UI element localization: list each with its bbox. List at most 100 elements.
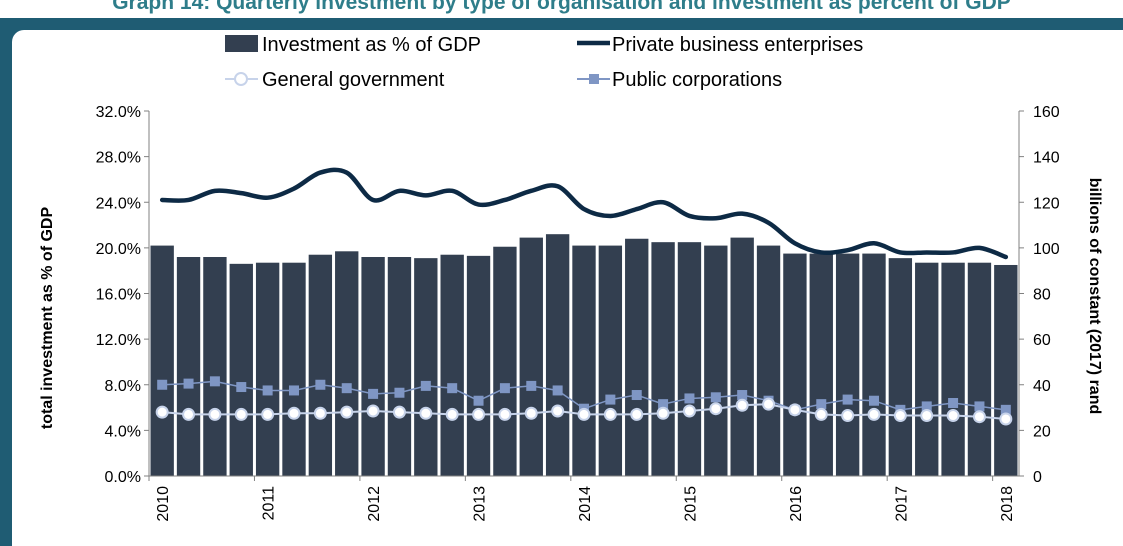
line-private-business (159, 167, 1009, 260)
marker-public-2016Q2 (816, 399, 827, 410)
marker-public-2014Q3 (631, 390, 642, 401)
marker-public-2017Q4 (974, 401, 985, 412)
x-tick-label: 2012 (366, 486, 383, 522)
x-tick-label: 2013 (472, 486, 489, 522)
marker-government-2011Q3 (313, 406, 327, 420)
marker-public-2011Q2 (289, 385, 299, 396)
bar-2012Q3 (414, 258, 438, 476)
y-right-tick-label: 20 (1033, 423, 1051, 440)
bar-2014Q4 (651, 242, 675, 476)
bar-2012Q4 (440, 254, 464, 476)
bar-2017Q1 (888, 258, 913, 476)
legend-swatch-government-marker (234, 72, 248, 86)
marker-public-2013Q1 (473, 395, 484, 406)
y-right-tick-label: 160 (1033, 104, 1060, 121)
bar-2013Q4 (545, 234, 570, 476)
y-left-tick-label: 4.0% (105, 423, 141, 440)
marker-public-2010Q3 (209, 376, 220, 387)
marker-government-2017Q1 (893, 409, 907, 423)
y-right-tick-label: 100 (1033, 241, 1060, 258)
marker-public-2011Q1 (262, 385, 273, 396)
marker-public-2015Q3 (737, 390, 748, 401)
bar-2014Q3 (625, 238, 649, 476)
axes-layer: 0.0% 4.0% 8.0% 12.0% 16.0% 20.0% 24.0% 28.0% 32.… (96, 104, 1060, 522)
marker-government-2016Q2 (814, 407, 828, 421)
marker-government-2010Q2 (182, 407, 196, 421)
y-right-tick-label: 60 (1033, 332, 1051, 349)
y-left-tick-label: 28.0% (96, 150, 141, 167)
bar-2010Q4 (229, 263, 253, 476)
y-right-tick-label: 120 (1033, 195, 1060, 212)
marker-government-2012Q1 (366, 404, 380, 418)
bar-2013Q2 (493, 246, 517, 476)
marker-government-2016Q1 (788, 403, 802, 417)
bar-2011Q2 (282, 262, 306, 476)
y-left-tick-label: 12.0% (96, 332, 141, 349)
bar-2014Q1 (572, 245, 596, 476)
marker-government-2016Q3 (841, 409, 855, 423)
bar-2015Q3 (730, 237, 754, 476)
marker-government-2013Q1 (472, 407, 486, 421)
marker-public-2010Q1 (157, 379, 168, 390)
bar-2017Q4 (967, 262, 992, 476)
marker-public-2012Q2 (394, 387, 405, 398)
bar-2014Q2 (598, 245, 623, 476)
x-tick-label: 2018 (999, 486, 1016, 522)
marker-government-2015Q1 (682, 404, 696, 418)
marker-government-2017Q3 (946, 409, 960, 423)
marker-government-2010Q3 (208, 407, 222, 421)
x-tick-label: 2017 (893, 486, 910, 522)
bar-2017Q2 (915, 262, 939, 476)
bar-2016Q2 (809, 253, 833, 476)
legend-swatch-investment (225, 35, 258, 52)
legend: Investment as % of GDP Private business … (225, 34, 863, 91)
marker-public-2015Q2 (710, 392, 721, 403)
marker-public-2011Q4 (341, 383, 352, 394)
marker-public-2013Q4 (552, 385, 563, 396)
y-right-tick-label: 0 (1033, 469, 1042, 486)
marker-public-2018Q1 (1000, 404, 1011, 415)
legend-swatch-public-marker (589, 74, 599, 84)
marker-government-2012Q2 (392, 405, 406, 419)
y-left-tick-label: 24.0% (96, 195, 141, 212)
y-left-tick-label: 0.0% (105, 469, 141, 486)
bar-2012Q2 (387, 257, 412, 476)
bar-2013Q1 (466, 255, 491, 476)
bars-layer (150, 234, 1018, 476)
marker-government-2017Q4 (972, 410, 986, 424)
marker-government-2012Q3 (419, 406, 433, 420)
marker-public-2010Q4 (236, 382, 247, 393)
marker-government-2013Q4 (551, 404, 565, 418)
marker-government-2014Q2 (603, 407, 617, 421)
marker-public-2013Q3 (526, 380, 537, 391)
chart-title: Graph 14: Quarterly investment by type o… (112, 0, 1011, 14)
bar-2015Q4 (756, 245, 781, 476)
bar-2015Q1 (677, 242, 702, 476)
marker-public-2012Q1 (368, 388, 379, 399)
marker-government-2018Q1 (999, 412, 1013, 426)
x-tick-label: 2016 (788, 486, 805, 522)
bar-2015Q2 (704, 245, 728, 476)
x-tick-label: 2010 (155, 486, 172, 522)
marker-public-2016Q3 (842, 394, 853, 405)
x-tick-label: 2015 (682, 486, 699, 522)
marker-government-2014Q4 (656, 406, 670, 420)
bar-2012Q1 (361, 257, 385, 476)
marker-public-2011Q3 (315, 379, 326, 390)
marker-government-2014Q3 (630, 407, 644, 421)
marker-government-2012Q4 (445, 407, 459, 421)
bar-2010Q1 (150, 245, 174, 476)
bar-2016Q1 (783, 253, 807, 476)
lines-layer (155, 167, 1013, 426)
y-left-axis-title: total investment as % of GDP (39, 207, 56, 430)
marker-public-2015Q1 (684, 393, 695, 404)
marker-public-2012Q3 (420, 380, 431, 391)
bar-2011Q3 (308, 254, 333, 476)
marker-public-2012Q4 (447, 383, 458, 394)
legend-label-government: General government (262, 69, 445, 91)
marker-government-2015Q4 (762, 397, 776, 411)
y-left-tick-label: 8.0% (105, 378, 141, 395)
marker-public-2016Q4 (869, 395, 879, 406)
title-strip: Graph 14: Quarterly investment by type o… (0, 0, 1123, 18)
